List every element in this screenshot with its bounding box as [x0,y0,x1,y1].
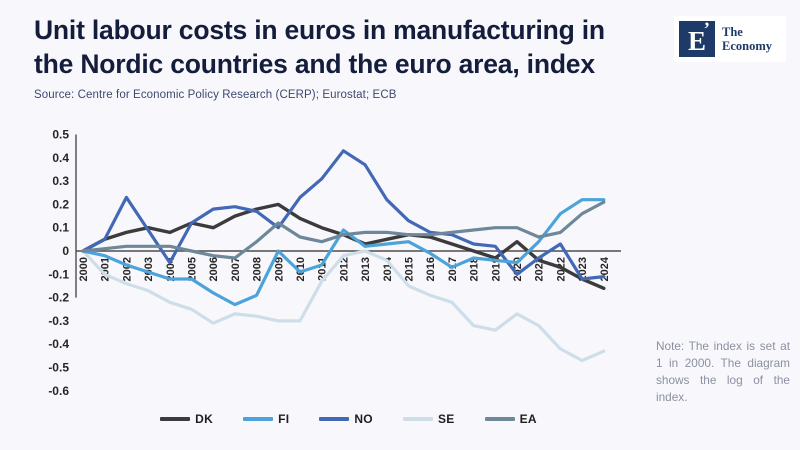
y-tick-label: 0 [62,244,69,258]
series-line-SE [81,249,606,363]
legend-label-FI: FI [278,412,290,426]
legend-item-FI: FI [243,412,289,426]
x-tick-label: 2000 [78,257,90,281]
x-tick-label: 2014 [382,256,394,281]
series-line-NO [81,149,606,281]
legend-label-DK: DK [195,412,214,426]
y-tick-label: -0.4 [48,337,69,351]
note-text: Note: The index is set at 1 in 2000. The… [656,339,790,405]
x-tick-label: 2019 [490,257,502,281]
legend-item-EA: EA [484,412,537,426]
x-tick-label: 2018 [469,257,481,281]
header: Unit labour costs in euros in manufactur… [34,14,634,101]
logo-word-the: The [722,24,743,39]
legend-swatch-DK [160,417,191,421]
series-line-FI [81,198,606,307]
logo-word-economy: Economy [722,39,772,53]
legend-swatch-NO [319,417,350,421]
y-tick-label: 0.3 [52,174,69,188]
y-tick-label: -0.2 [48,291,69,305]
chart-legend: DK FI NO SE EA [76,412,621,426]
series-line-EA [81,200,606,260]
x-tick-label: 2008 [252,257,264,281]
logo-wordmark: The Economy [722,25,772,54]
x-tick-label: 2010 [295,257,307,281]
x-tick-label: 2017 [447,257,459,281]
the-economy-logo: E ’ The Economy [674,16,786,62]
legend-swatch-SE [402,417,433,421]
legend-item-DK: DK [160,412,213,426]
legend-item-NO: NO [319,412,373,426]
x-tick-label: 2003 [143,257,155,281]
x-tick-label: 2006 [208,257,220,281]
x-tick-label: 2012 [338,257,350,281]
y-tick-label: 0.5 [52,128,69,142]
y-tick-label: -0.6 [48,384,69,398]
x-tick-label: 2015 [404,257,416,281]
legend-swatch-FI [243,417,274,421]
source-caption: Source: Centre for Economic Policy Resea… [34,88,397,101]
logo-apostrophe-icon: ’ [703,19,710,40]
legend-label-SE: SE [437,412,455,426]
page-title: Unit labour costs in euros in manufactur… [34,15,605,79]
x-tick-label: 2009 [273,257,285,281]
legend-item-SE: SE [402,412,455,426]
logo-letter: E [687,25,706,56]
y-tick-label: 0.4 [52,151,69,165]
y-tick-label: -0.1 [48,267,69,281]
x-tick-label: 2005 [187,257,199,281]
y-tick-label: 0.1 [52,221,69,235]
x-tick-label: 2024 [599,256,611,281]
x-tick-label: 2002 [121,257,133,281]
legend-label-EA: EA [519,412,537,426]
y-tick-label: 0.2 [52,197,69,211]
logo-e-icon: E ’ [679,19,715,57]
x-tick-label: 2007 [230,257,242,281]
x-tick-label: 2016 [425,257,437,281]
legend-label-NO: NO [354,412,373,426]
y-tick-label: -0.5 [48,361,69,375]
legend-swatch-EA [484,417,515,421]
x-tick-label: 2013 [360,257,372,281]
y-tick-label: -0.3 [48,314,69,328]
